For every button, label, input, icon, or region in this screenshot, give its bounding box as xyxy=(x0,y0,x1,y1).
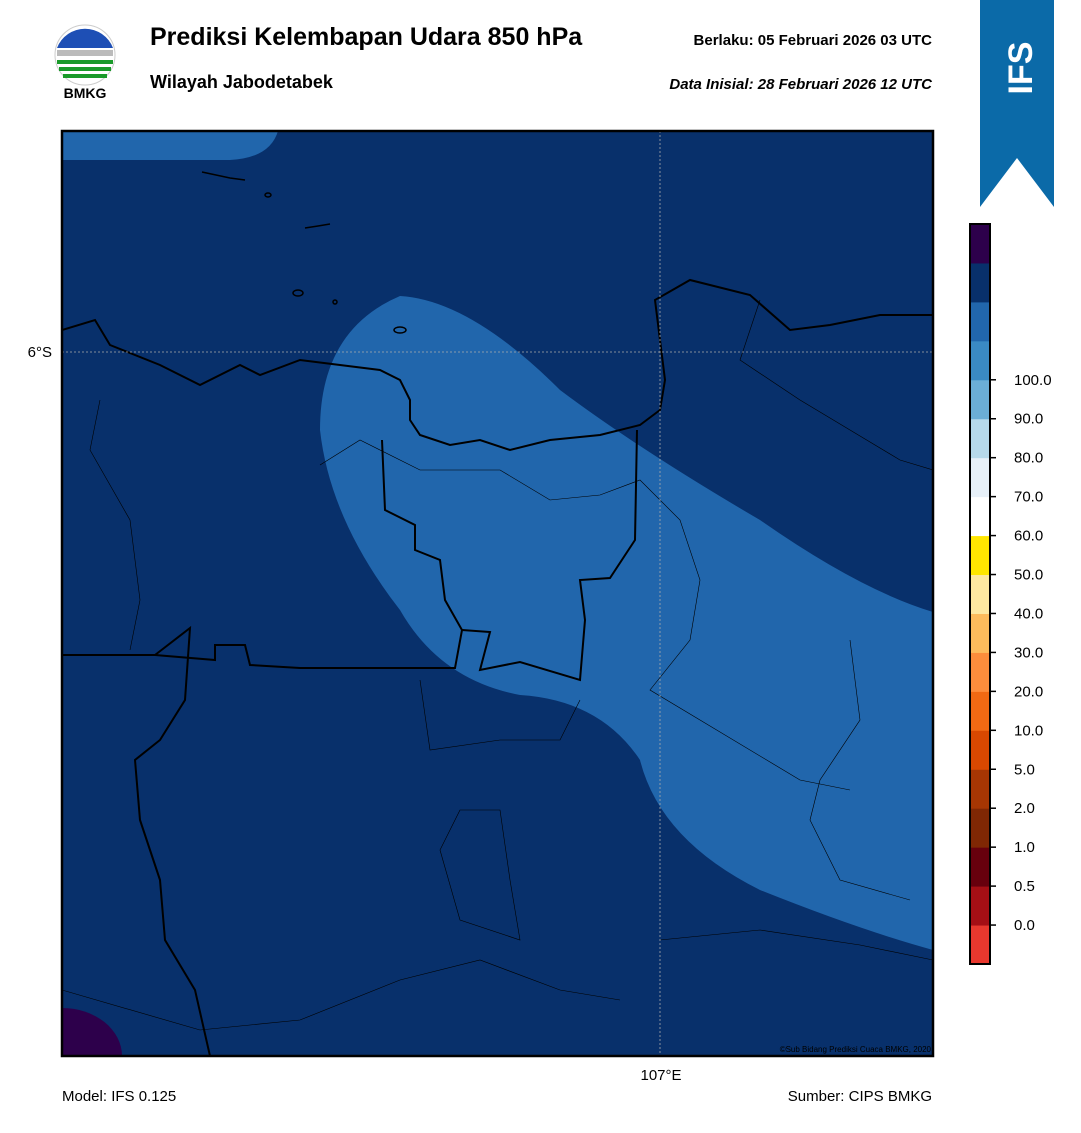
colorbar-segment xyxy=(970,496,990,537)
colorbar-segment xyxy=(970,224,990,264)
colorbar-label: 5.0 xyxy=(1014,761,1035,778)
region: Wilayah Jabodetabek xyxy=(150,72,334,92)
credit: ©Sub Bidang Prediksi Cuaca BMKG, 2020 xyxy=(780,1045,932,1054)
colorbar-label: 90.0 xyxy=(1014,411,1043,428)
colorbar-segment xyxy=(970,691,990,731)
model: Model: IFS 0.125 xyxy=(62,1088,176,1105)
map-frame xyxy=(60,129,935,1058)
colorbar-label: 30.0 xyxy=(1014,644,1043,661)
colorbar-segment xyxy=(970,613,990,653)
colorbar-label: 10.0 xyxy=(1014,722,1043,739)
colorbar-segment xyxy=(970,925,990,965)
lon-label: 107°E xyxy=(640,1067,681,1084)
colorbar-frame xyxy=(969,223,991,965)
colorbar: 0.0 0.5 1.0 2.0 5.0 10.0 20.0 30.0 40.0 50.0 60.0 7… xyxy=(969,223,1052,965)
colorbar-segment xyxy=(970,769,990,809)
colorbar-segment xyxy=(970,730,990,770)
colorbar-label: 50.0 xyxy=(1014,567,1043,584)
colorbar-label: 80.0 xyxy=(1014,450,1043,467)
logo: BMKG xyxy=(54,24,116,101)
colorbar-segment xyxy=(970,340,990,381)
colorbar-label: 70.0 xyxy=(1014,489,1043,506)
logo-text: BMKG xyxy=(64,85,107,101)
colorbar-label: 100.0 xyxy=(1014,372,1052,389)
colorbar-label: 0.0 xyxy=(1014,917,1035,934)
colorbar-segment xyxy=(970,262,990,303)
colorbar-segment xyxy=(970,379,990,420)
colorbar-label: 60.0 xyxy=(1014,528,1043,545)
colorbar-segment xyxy=(970,886,990,926)
colorbar-segment xyxy=(970,574,990,614)
map: ©Sub Bidang Prediksi Cuaca BMKG, 2020 xyxy=(62,131,933,1056)
lat-label: 6°S xyxy=(28,344,52,361)
colorbar-segment xyxy=(970,418,990,459)
badge-text: IFS xyxy=(1002,42,1040,95)
colorbar-segment xyxy=(970,535,990,576)
colorbar-label: 2.0 xyxy=(1014,800,1035,817)
colorbar-label: 20.0 xyxy=(1014,683,1043,700)
colorbar-label: 40.0 xyxy=(1014,605,1043,622)
badge: IFS xyxy=(980,0,1054,207)
colorbar-segment xyxy=(970,457,990,498)
colorbar-segment xyxy=(970,847,990,887)
initial-time: Data Inisial: 28 Februari 2026 12 UTC xyxy=(669,76,933,93)
colorbar-label: 0.5 xyxy=(1014,878,1035,895)
title: Prediksi Kelembapan Udara 850 hPa xyxy=(150,23,583,51)
source: Sumber: CIPS BMKG xyxy=(788,1088,932,1105)
colorbar-segment xyxy=(970,808,990,848)
colorbar-label: 1.0 xyxy=(1014,839,1035,856)
colorbar-segment xyxy=(970,652,990,692)
colorbar-segment xyxy=(970,301,990,342)
valid-time: Berlaku: 05 Februari 2026 03 UTC xyxy=(694,32,933,49)
